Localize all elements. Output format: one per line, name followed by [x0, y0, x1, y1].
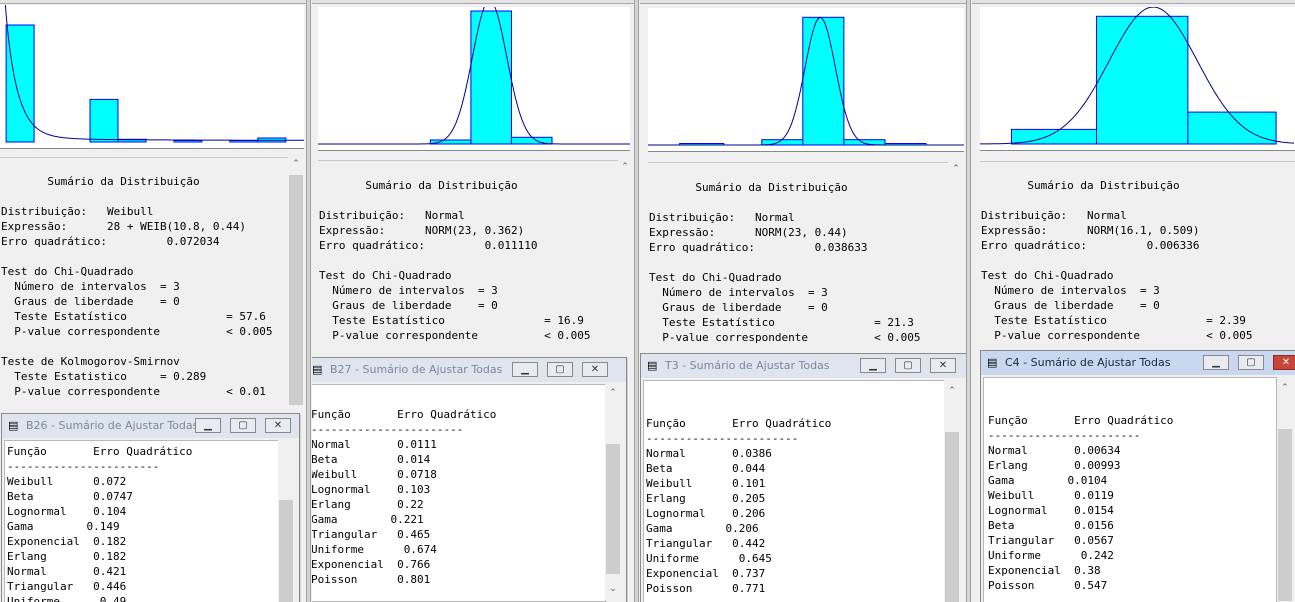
distribution-summary: Sumário da Distribuição Distribuição: No… — [648, 162, 948, 353]
histogram-svg — [980, 7, 1295, 145]
histogram-bar — [89, 98, 119, 143]
scroll-up-icon[interactable]: ⌃ — [948, 386, 956, 396]
fit-list-scrollbar[interactable]: ⌃ ⌄ — [605, 384, 621, 600]
histogram-bar — [843, 139, 886, 146]
panel-t3: Sumário da Distribuição Distribuição: No… — [640, 0, 970, 602]
close-button[interactable]: ✕ — [265, 418, 291, 433]
panel-b26: Sumário da Distribuição Distribuição: We… — [0, 0, 307, 602]
histogram-bar — [173, 140, 203, 143]
fit-list-scrollbar[interactable]: ⌃ — [944, 380, 960, 602]
title-bar[interactable]: ▤ C4 - Sumário de Ajustar Todas ▁ ▢ ✕ — [981, 351, 1295, 375]
histogram-chart — [0, 5, 304, 149]
close-button[interactable]: ✕ — [930, 358, 956, 373]
distribution-summary: Sumário da Distribuição Distribuição: We… — [0, 157, 288, 408]
maximize-button[interactable]: ▢ — [230, 418, 256, 433]
window-title: T3 - Sumário de Ajustar Todas — [665, 359, 830, 372]
summary-scrollbar[interactable]: ⌃ — [948, 162, 964, 352]
scroll-down-icon[interactable]: ⌄ — [609, 584, 617, 594]
fit-list: Função Erro Quadrático -----------------… — [312, 384, 606, 602]
maximize-button[interactable]: ▢ — [547, 362, 573, 377]
histogram-bar — [429, 139, 472, 145]
fitted-curve — [4, 5, 304, 141]
scroll-up-icon[interactable]: ⌃ — [952, 164, 960, 174]
fit-list-scrollbar[interactable] — [278, 440, 294, 602]
summary-text: Sumário da Distribuição Distribuição: We… — [1, 175, 273, 398]
title-bar[interactable]: ▤ B26 - Sumário de Ajustar Todas ▁ ▢ ✕ — [2, 414, 299, 438]
close-button[interactable]: ✕ — [1273, 355, 1295, 370]
minimize-button[interactable]: ▁ — [1203, 355, 1229, 370]
scroll-thumb[interactable] — [289, 175, 303, 405]
distribution-summary: Sumário da Distribuição Distribuição: No… — [318, 160, 618, 351]
fit-window-b27: ▤ B27 - Sumário de Ajustar Todas ▁ ▢ ✕ F… — [312, 357, 627, 602]
window-top-edge — [0, 0, 307, 4]
maximize-button[interactable]: ▢ — [1238, 355, 1264, 370]
summary-text: Sumário da Distribuição Distribuição: No… — [319, 179, 591, 342]
minimize-button[interactable]: ▁ — [860, 358, 886, 373]
app-icon: ▤ — [647, 359, 658, 372]
maximize-button[interactable]: ▢ — [895, 358, 921, 373]
fitted-curve — [318, 7, 630, 145]
window-title: B26 - Sumário de Ajustar Todas — [26, 419, 199, 432]
minimize-button[interactable]: ▁ — [512, 362, 538, 377]
window-divider — [966, 0, 971, 602]
fit-list-text: Função Erro Quadrático -----------------… — [312, 408, 497, 586]
scroll-up-icon[interactable]: ⌃ — [621, 162, 629, 172]
histogram-chart — [648, 8, 964, 152]
summary-scrollbar[interactable]: ⌃ — [618, 160, 632, 350]
histogram-chart — [318, 7, 630, 151]
fit-window-t3: ▤ T3 - Sumário de Ajustar Todas ▁ ▢ ✕ Fu… — [640, 353, 967, 602]
minimize-button[interactable]: ▁ — [195, 418, 221, 433]
fit-window-c4: ▤ C4 - Sumário de Ajustar Todas ▁ ▢ ✕ Fu… — [980, 350, 1295, 602]
window-title: C4 - Sumário de Ajustar Todas — [1005, 356, 1171, 369]
scroll-up-icon[interactable]: ⌃ — [609, 388, 617, 398]
histogram-chart — [980, 7, 1295, 151]
scroll-thumb[interactable] — [945, 432, 959, 602]
fitted-curve — [648, 16, 964, 146]
fit-window-b26: ▤ B26 - Sumário de Ajustar Todas ▁ ▢ ✕ F… — [1, 413, 300, 602]
fit-list: Função Erro Quadrático -----------------… — [983, 377, 1277, 602]
app-icon: ▤ — [987, 356, 998, 369]
scroll-up-icon[interactable]: ⌃ — [292, 159, 300, 169]
histogram-bar — [1187, 111, 1277, 145]
title-bar[interactable]: ▤ T3 - Sumário de Ajustar Todas ▁ ▢ ✕ — [641, 354, 966, 378]
histogram-bar — [470, 10, 512, 145]
window-title: B27 - Sumário de Ajustar Todas — [330, 363, 503, 376]
window-divider — [306, 0, 311, 602]
window-top-edge — [972, 0, 1295, 4]
histogram-svg — [318, 7, 630, 145]
distribution-summary: Sumário da Distribuição Distribuição: No… — [980, 161, 1295, 352]
window-divider — [634, 0, 639, 602]
fit-list-text: Função Erro Quadrático -----------------… — [988, 414, 1174, 592]
histogram-svg — [648, 16, 964, 146]
scroll-thumb[interactable] — [1278, 429, 1292, 601]
fit-list-scrollbar[interactable]: ⌃ — [1277, 377, 1293, 602]
summary-scrollbar[interactable]: ⌃ — [288, 157, 304, 407]
panel-b27: Sumário da Distribuição Distribuição: No… — [312, 0, 636, 602]
fit-list-text: Função Erro Quadrático -----------------… — [646, 417, 832, 595]
summary-text: Sumário da Distribuição Distribuição: No… — [981, 179, 1253, 342]
close-button[interactable]: ✕ — [582, 362, 608, 377]
fit-list-text: Função Erro Quadrático -----------------… — [7, 445, 193, 602]
scroll-thumb[interactable] — [279, 500, 293, 602]
histogram-bar — [1096, 15, 1189, 145]
histogram-bar — [5, 24, 35, 143]
window-top-edge — [640, 0, 970, 4]
app-icon: ▤ — [8, 419, 19, 432]
histogram-bar — [229, 140, 259, 143]
histogram-svg — [4, 5, 304, 143]
scroll-up-icon[interactable]: ⌃ — [1281, 383, 1289, 393]
fit-list: Função Erro Quadrático -----------------… — [643, 380, 945, 602]
fitted-curve — [980, 7, 1295, 145]
app-icon: ▤ — [312, 363, 323, 376]
title-bar[interactable]: ▤ B27 - Sumário de Ajustar Todas ▁ ▢ ✕ — [312, 358, 626, 382]
fit-list: Função Erro Quadrático -----------------… — [4, 440, 279, 602]
panel-c4: Sumário da Distribuição Distribuição: No… — [972, 0, 1295, 602]
summary-text: Sumário da Distribuição Distribuição: No… — [649, 181, 921, 344]
window-top-edge — [312, 0, 636, 4]
scroll-thumb[interactable] — [606, 444, 620, 574]
